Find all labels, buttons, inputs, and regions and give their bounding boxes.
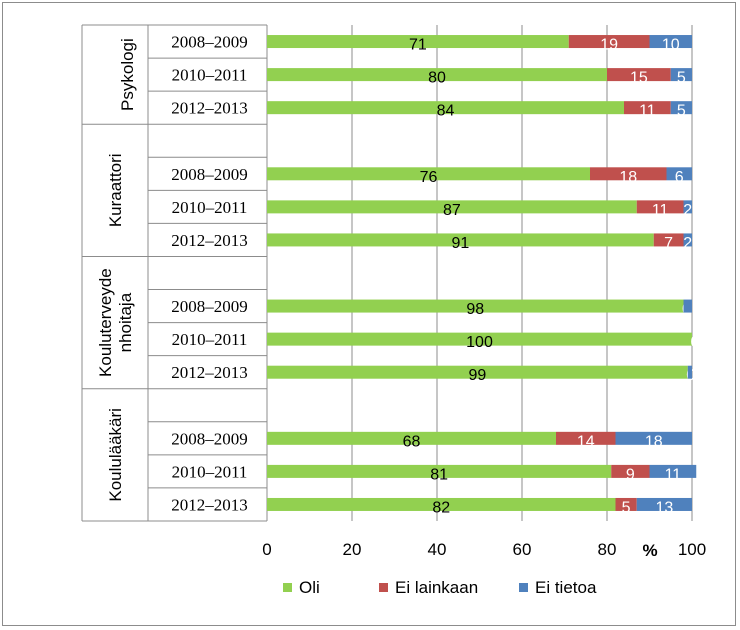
bar-segment xyxy=(267,431,556,445)
bar-segment xyxy=(687,365,692,379)
data-label: 99 xyxy=(468,367,486,384)
bar-segment xyxy=(649,464,697,478)
stacked-bar-chart: Psykologi Kuraattori Kouluterveydenhoitaja… xyxy=(81,24,706,597)
bar-segment xyxy=(267,332,692,346)
data-label: 2 xyxy=(683,235,692,252)
x-tick-label: 100 xyxy=(678,540,706,559)
row-label: 2008–2009 xyxy=(171,165,248,184)
bar-segment xyxy=(670,68,692,82)
legend-swatch xyxy=(283,583,292,592)
bar-segment xyxy=(615,497,637,511)
bar-segment xyxy=(267,68,607,82)
data-label: 14 xyxy=(577,433,595,450)
data-label: 5 xyxy=(677,70,686,87)
bar-segment xyxy=(556,431,616,445)
data-label: 76 xyxy=(420,169,438,186)
data-label: 5 xyxy=(622,499,631,516)
bar-segment xyxy=(590,167,667,181)
bar-segment xyxy=(607,68,671,82)
group-label-1: Kuraattori xyxy=(106,153,125,227)
row-label: 2012–2013 xyxy=(171,495,248,514)
row-label: 2012–2013 xyxy=(171,99,248,118)
bar-segment xyxy=(267,365,688,379)
data-label: 7 xyxy=(664,235,673,252)
row-label: 2010–2011 xyxy=(172,330,248,349)
bar-segment xyxy=(267,299,684,313)
data-label: 71 xyxy=(409,37,427,54)
data-label: 82 xyxy=(432,499,450,516)
legend-label: Ei tietoa xyxy=(535,578,597,597)
x-tick-label: 40 xyxy=(428,540,447,559)
legend-swatch xyxy=(379,583,388,592)
bar-segment xyxy=(683,299,692,313)
bar-segment xyxy=(649,35,692,49)
legend-label: Ei lainkaan xyxy=(395,578,478,597)
data-label: 18 xyxy=(619,169,637,186)
data-label: 6 xyxy=(675,169,684,186)
data-label: 80 xyxy=(428,70,446,87)
data-label: 13 xyxy=(655,499,673,516)
data-label: 81 xyxy=(430,466,448,483)
row-label: 2008–2009 xyxy=(171,297,248,316)
data-label: 18 xyxy=(645,433,663,450)
row-label: 2012–2013 xyxy=(171,363,248,382)
x-tick-label: 60 xyxy=(513,540,532,559)
bar-segment xyxy=(267,35,569,49)
bar-segment xyxy=(611,464,650,478)
data-label: 11 xyxy=(665,466,682,483)
x-tick-label: 80 xyxy=(598,540,617,559)
bar-segment xyxy=(568,35,650,49)
data-label: 5 xyxy=(677,103,686,120)
x-tick-label: 0 xyxy=(262,540,271,559)
data-label: 0 xyxy=(691,334,700,351)
bar-segment xyxy=(636,200,684,214)
data-label: 11 xyxy=(652,202,669,219)
bar-segment xyxy=(683,200,692,214)
bar-segment xyxy=(267,101,624,115)
legend-swatch xyxy=(519,583,528,592)
data-label: 100 xyxy=(466,334,493,351)
data-label: 9 xyxy=(626,466,635,483)
row-label: 2008–2009 xyxy=(171,429,248,448)
bar-segment xyxy=(624,101,671,115)
data-label: 87 xyxy=(443,202,461,219)
data-label: 68 xyxy=(403,433,421,450)
row-label: 2010–2011 xyxy=(172,66,248,85)
row-label: 2010–2011 xyxy=(172,462,248,481)
legend-label: Oli xyxy=(299,578,320,597)
row-label: 2008–2009 xyxy=(171,33,248,52)
data-label: 2 xyxy=(683,202,692,219)
bar-segment xyxy=(670,101,692,115)
row-label: 2012–2013 xyxy=(171,231,248,250)
bar-segment xyxy=(683,233,692,247)
data-label: 15 xyxy=(630,70,648,87)
bar-segment xyxy=(267,200,637,214)
bar-segment xyxy=(666,167,692,181)
x-tick-label: 20 xyxy=(343,540,362,559)
bar-segment xyxy=(267,233,654,247)
bar-segment xyxy=(267,167,590,181)
bar-segment xyxy=(267,497,616,511)
data-label: 19 xyxy=(600,37,618,54)
row-label: 2010–2011 xyxy=(172,198,248,217)
bar-segment xyxy=(636,497,692,511)
data-label: 98 xyxy=(466,301,484,318)
group-label-2: Kouluterveydenhoitaja xyxy=(96,268,135,377)
bar-segment xyxy=(615,431,692,445)
data-label: 91 xyxy=(451,235,469,252)
data-label: 10 xyxy=(662,37,680,54)
group-label-0: Psykologi xyxy=(118,38,137,111)
bar-segment xyxy=(653,233,684,247)
data-label: 84 xyxy=(437,103,455,120)
x-unit-label: % xyxy=(642,541,657,560)
group-label-3: Koululääkäri xyxy=(106,408,125,502)
bar-segment xyxy=(267,464,612,478)
data-label: 11 xyxy=(639,103,656,120)
